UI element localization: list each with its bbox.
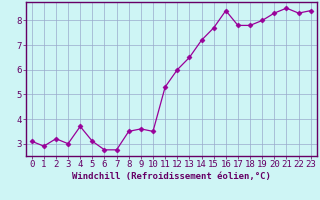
X-axis label: Windchill (Refroidissement éolien,°C): Windchill (Refroidissement éolien,°C) bbox=[72, 172, 271, 181]
